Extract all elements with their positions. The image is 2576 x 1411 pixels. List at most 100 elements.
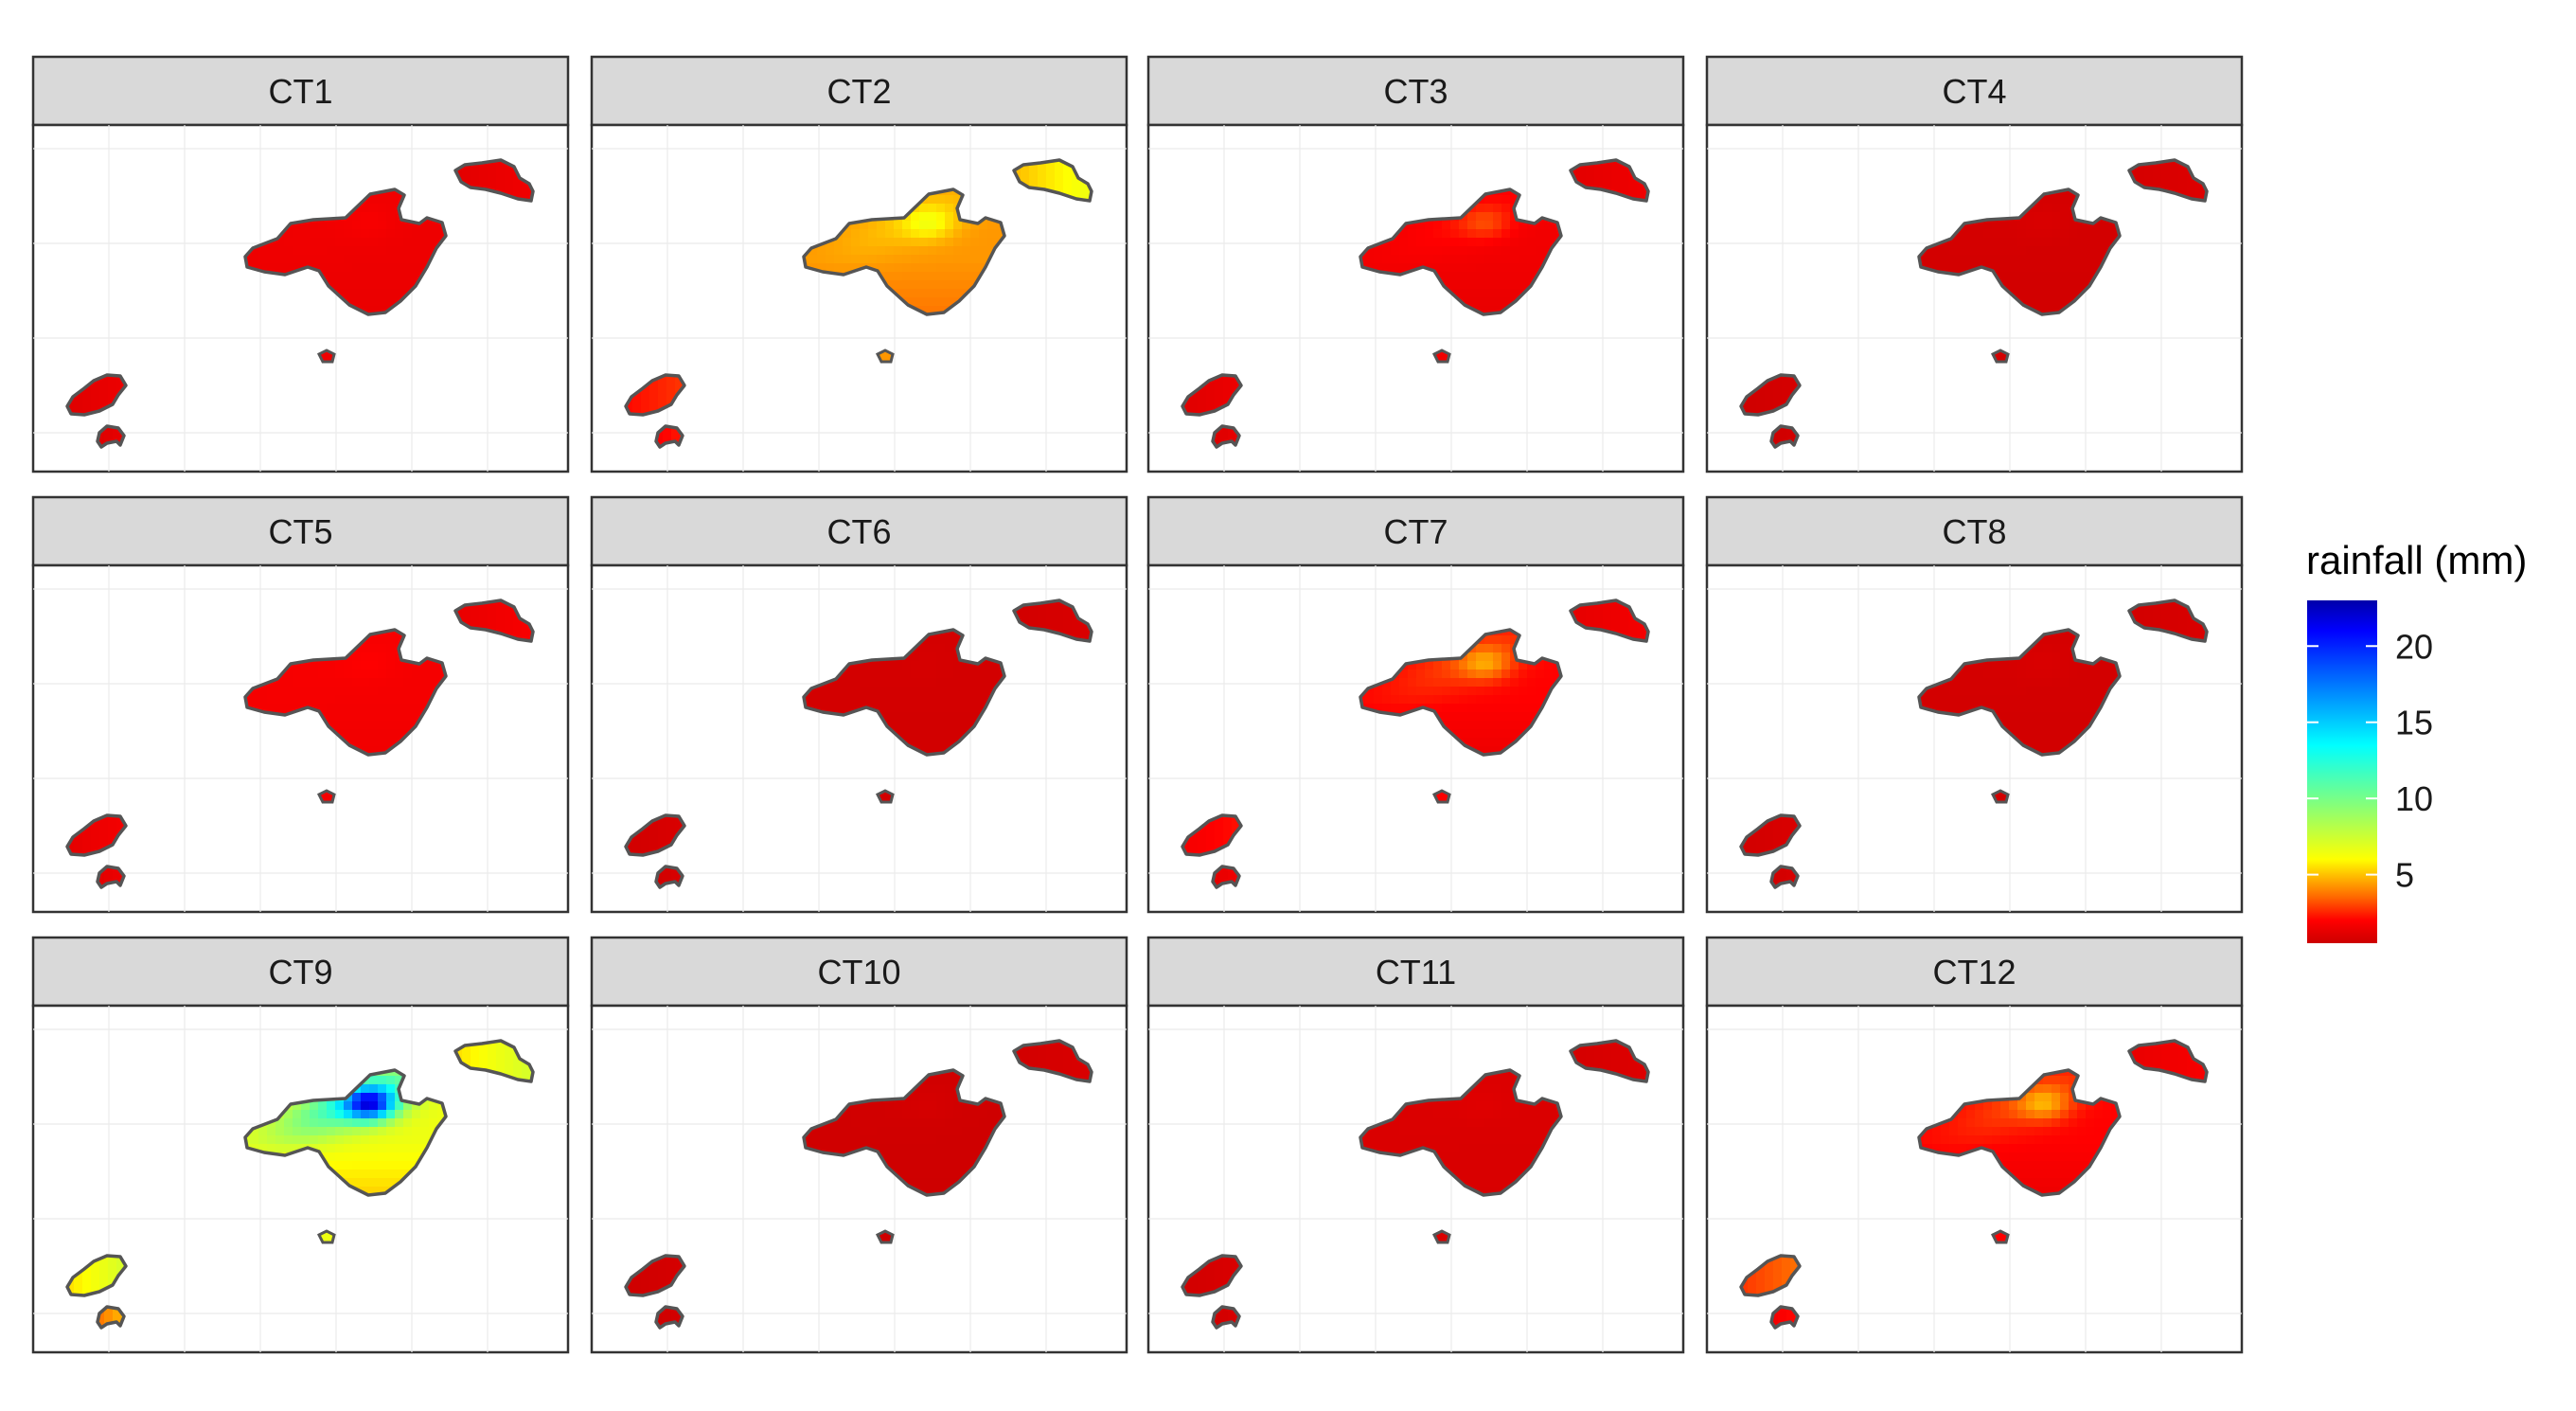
- raster-cell: [352, 712, 362, 722]
- raster-cell: [1519, 255, 1528, 264]
- raster-cell: [2170, 184, 2179, 193]
- raster-cell: [953, 678, 963, 688]
- raster-cell: [868, 695, 878, 705]
- raster-cell: [496, 624, 506, 634]
- raster-cell: [1966, 246, 1976, 256]
- raster-cell: [843, 229, 852, 239]
- raster-cell: [902, 255, 912, 264]
- raster-cell: [1442, 246, 1451, 256]
- raster-cell: [1425, 238, 1434, 247]
- raster-cell: [1021, 607, 1030, 616]
- raster-cell: [2069, 255, 2078, 264]
- raster-cell: [1628, 192, 1638, 201]
- raster-cell: [2161, 607, 2171, 616]
- raster-cell: [928, 221, 937, 230]
- raster-cell: [1493, 729, 1502, 739]
- coastline-ibiza: [65, 1254, 128, 1297]
- raster-cell: [666, 375, 676, 383]
- raster-cell: [970, 263, 980, 273]
- raster-cell: [656, 433, 664, 442]
- raster-cell: [953, 704, 963, 713]
- raster-cell: [1467, 289, 1477, 298]
- raster-cell: [936, 229, 946, 239]
- raster-cell: [1501, 644, 1511, 653]
- raster-cell: [860, 661, 869, 670]
- raster-cell: [1773, 822, 1783, 831]
- raster-cell: [429, 1118, 438, 1128]
- raster-cell: [2103, 678, 2112, 688]
- raster-cell: [2077, 721, 2087, 730]
- raster-cell: [996, 229, 1004, 239]
- raster-cell: [361, 652, 370, 662]
- raster-cell: [378, 661, 387, 670]
- raster-cell: [1628, 184, 1638, 193]
- raster-cell: [104, 1313, 114, 1323]
- raster-cell: [488, 167, 497, 176]
- raster-cell: [488, 1056, 497, 1065]
- raster-cell: [1756, 839, 1766, 848]
- raster-cell: [403, 1118, 413, 1128]
- raster-cell: [108, 382, 117, 391]
- raster-cell: [953, 263, 963, 273]
- raster-cell: [1467, 652, 1477, 662]
- raster-cell: [505, 1064, 514, 1074]
- raster-cell: [945, 1070, 954, 1077]
- coastline-mallorca: [802, 188, 1006, 316]
- raster-cell: [1459, 678, 1468, 688]
- raster-cell: [1459, 246, 1468, 256]
- raster-cell: [245, 1135, 251, 1145]
- raster-cell: [945, 272, 954, 281]
- raster-cell: [970, 255, 980, 264]
- raster-cell: [378, 1084, 387, 1094]
- raster-cell: [1399, 670, 1409, 679]
- raster-cell: [1958, 263, 1967, 273]
- coastline-menorca: [2127, 598, 2209, 643]
- raster-cell: [327, 1152, 336, 1162]
- raster-cell: [2009, 280, 2018, 290]
- raster-cell: [361, 1144, 370, 1153]
- raster-cell: [962, 229, 971, 239]
- raster-cell: [962, 678, 971, 688]
- raster-cell: [344, 263, 353, 273]
- raster-cell: [945, 635, 954, 645]
- raster-cell: [1637, 184, 1646, 193]
- raster-cell: [2060, 712, 2070, 722]
- raster-cell: [1408, 678, 1417, 688]
- raster-cell: [378, 738, 387, 747]
- raster-cell: [378, 644, 387, 653]
- raster-cell: [987, 238, 997, 247]
- raster-cell: [361, 1161, 370, 1170]
- raster-cell: [1459, 712, 1468, 722]
- raster-cell: [919, 721, 929, 730]
- raster-cell: [936, 1084, 946, 1094]
- raster-cell: [284, 1144, 293, 1153]
- raster-cell: [2161, 167, 2171, 176]
- raster-cell: [826, 255, 835, 264]
- raster-cell: [2026, 246, 2035, 256]
- raster-cell: [936, 1110, 946, 1119]
- raster-cell: [936, 306, 946, 314]
- raster-cell: [877, 704, 886, 713]
- raster-cell: [970, 687, 980, 696]
- raster-cell: [1611, 184, 1621, 193]
- raster-cell: [1527, 670, 1537, 679]
- raster-cell: [327, 704, 336, 713]
- raster-cell: [1391, 678, 1400, 688]
- raster-cell: [429, 221, 438, 230]
- raster-cell: [928, 678, 937, 688]
- raster-cell: [936, 1101, 946, 1111]
- raster-cell: [293, 687, 302, 696]
- raster-cell: [318, 695, 328, 705]
- raster-cell: [885, 246, 895, 256]
- raster-cell: [1501, 221, 1511, 230]
- raster-cell: [310, 1110, 319, 1119]
- raster-cell: [1958, 229, 1967, 239]
- raster-cell: [2000, 712, 2010, 722]
- raster-cell: [327, 1135, 336, 1145]
- raster-cell: [894, 263, 903, 273]
- raster-cell: [2009, 255, 2018, 264]
- raster-cell: [1493, 644, 1502, 653]
- raster-cell: [1493, 678, 1502, 688]
- raster-cell: [1055, 167, 1064, 176]
- raster-cell: [2052, 652, 2061, 662]
